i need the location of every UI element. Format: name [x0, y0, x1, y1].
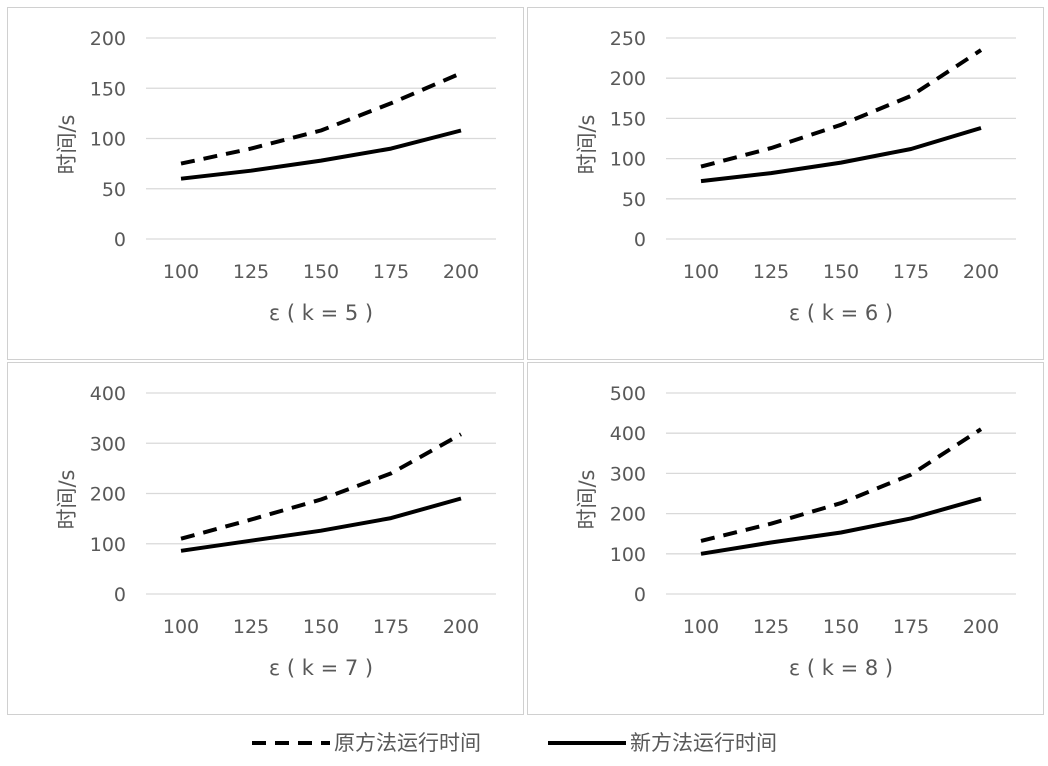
y-axis-title: 时间/s [55, 114, 79, 174]
y-tick-label: 0 [114, 584, 126, 606]
y-tick-label: 400 [90, 383, 126, 405]
y-tick-label: 0 [114, 229, 126, 251]
x-tick-label: 125 [233, 616, 269, 638]
x-tick-label: 125 [233, 261, 269, 283]
x-tick-label: 100 [163, 261, 199, 283]
series-line-original [700, 48, 983, 169]
series-line-original [180, 432, 462, 541]
y-tick-label: 300 [90, 433, 126, 455]
x-tick-label: 150 [823, 616, 859, 638]
y-tick-label: 150 [610, 108, 646, 130]
series-line-original [700, 427, 983, 543]
y-tick-label: 400 [610, 423, 646, 445]
y-tick-label: 200 [90, 484, 126, 506]
series-line-new [700, 126, 982, 184]
y-tick-label: 100 [610, 149, 646, 171]
x-tick-label: 175 [893, 616, 929, 638]
x-axis-title: ε ( k = 7 ) [269, 656, 373, 680]
x-axis-title: ε ( k = 6 ) [789, 301, 893, 325]
y-tick-label: 50 [102, 179, 126, 201]
x-tick-label: 200 [443, 616, 479, 638]
x-tick-label: 175 [893, 261, 929, 283]
y-tick-label: 250 [610, 28, 646, 50]
x-tick-label: 175 [373, 261, 409, 283]
y-tick-label: 200 [90, 28, 126, 50]
y-tick-label: 200 [610, 504, 646, 526]
chart-legend: 原方法运行时间 新方法运行时间 [0, 720, 1048, 766]
series-line-new [700, 496, 982, 556]
chart-panel-k8: 0 100 200 300 400 500 100 125 150 175 200 ε ( k = 8… [527, 362, 1044, 715]
y-tick-label: 0 [634, 229, 646, 251]
x-tick-label: 125 [753, 261, 789, 283]
chart-panel-k5: 0 50 100 150 200 100 125 150 175 200 ε ( k = 5 ) 时间… [7, 7, 524, 360]
legend-svg: 原方法运行时间 新方法运行时间 [252, 731, 777, 755]
x-axis-title: ε ( k = 5 ) [269, 301, 373, 325]
y-axis-title: 时间/s [55, 469, 79, 529]
x-tick-label: 200 [963, 616, 999, 638]
chart-svg-2: 0 100 200 300 400 100 125 150 175 200 ε ( k = 7 ) 时… [55, 383, 496, 680]
y-tick-label: 300 [610, 463, 646, 485]
x-tick-label: 100 [163, 616, 199, 638]
series-line-new [180, 128, 462, 181]
y-tick-label: 100 [90, 534, 126, 556]
chart-svg-0: 0 50 100 150 200 100 125 150 175 200 ε ( k = 5 ) 时间… [55, 28, 496, 325]
x-tick-label: 175 [373, 616, 409, 638]
legend-label-original: 原方法运行时间 [334, 731, 481, 755]
x-tick-label: 200 [443, 261, 479, 283]
chart-svg-3: 0 100 200 300 400 500 100 125 150 175 200 ε ( k = 8… [575, 383, 1016, 680]
chart-panel-k6: 0 50 100 150 200 250 100 125 150 175 200 ε ( k = 6 … [527, 7, 1044, 360]
y-tick-label: 150 [90, 78, 126, 100]
y-tick-label: 100 [610, 544, 646, 566]
y-tick-label: 500 [610, 383, 646, 405]
x-tick-label: 150 [303, 616, 339, 638]
x-axis-title: ε ( k = 8 ) [789, 656, 893, 680]
x-tick-label: 150 [823, 261, 859, 283]
y-tick-label: 50 [622, 189, 646, 211]
x-tick-label: 150 [303, 261, 339, 283]
y-axis-title: 时间/s [575, 114, 599, 174]
chart-svg-1: 0 50 100 150 200 250 100 125 150 175 200 ε ( k = 6 … [575, 28, 1016, 325]
x-tick-label: 100 [683, 261, 719, 283]
series-line-original [180, 71, 462, 166]
y-tick-label: 0 [634, 584, 646, 606]
y-axis-title: 时间/s [575, 469, 599, 529]
x-tick-label: 100 [683, 616, 719, 638]
legend-label-new: 新方法运行时间 [630, 731, 777, 755]
chart-panel-k7: 0 100 200 300 400 100 125 150 175 200 ε ( k = 7 ) 时… [7, 362, 524, 715]
x-tick-label: 125 [753, 616, 789, 638]
y-tick-label: 200 [610, 68, 646, 90]
y-tick-label: 100 [90, 129, 126, 151]
series-line-new [180, 496, 462, 553]
x-tick-label: 200 [963, 261, 999, 283]
